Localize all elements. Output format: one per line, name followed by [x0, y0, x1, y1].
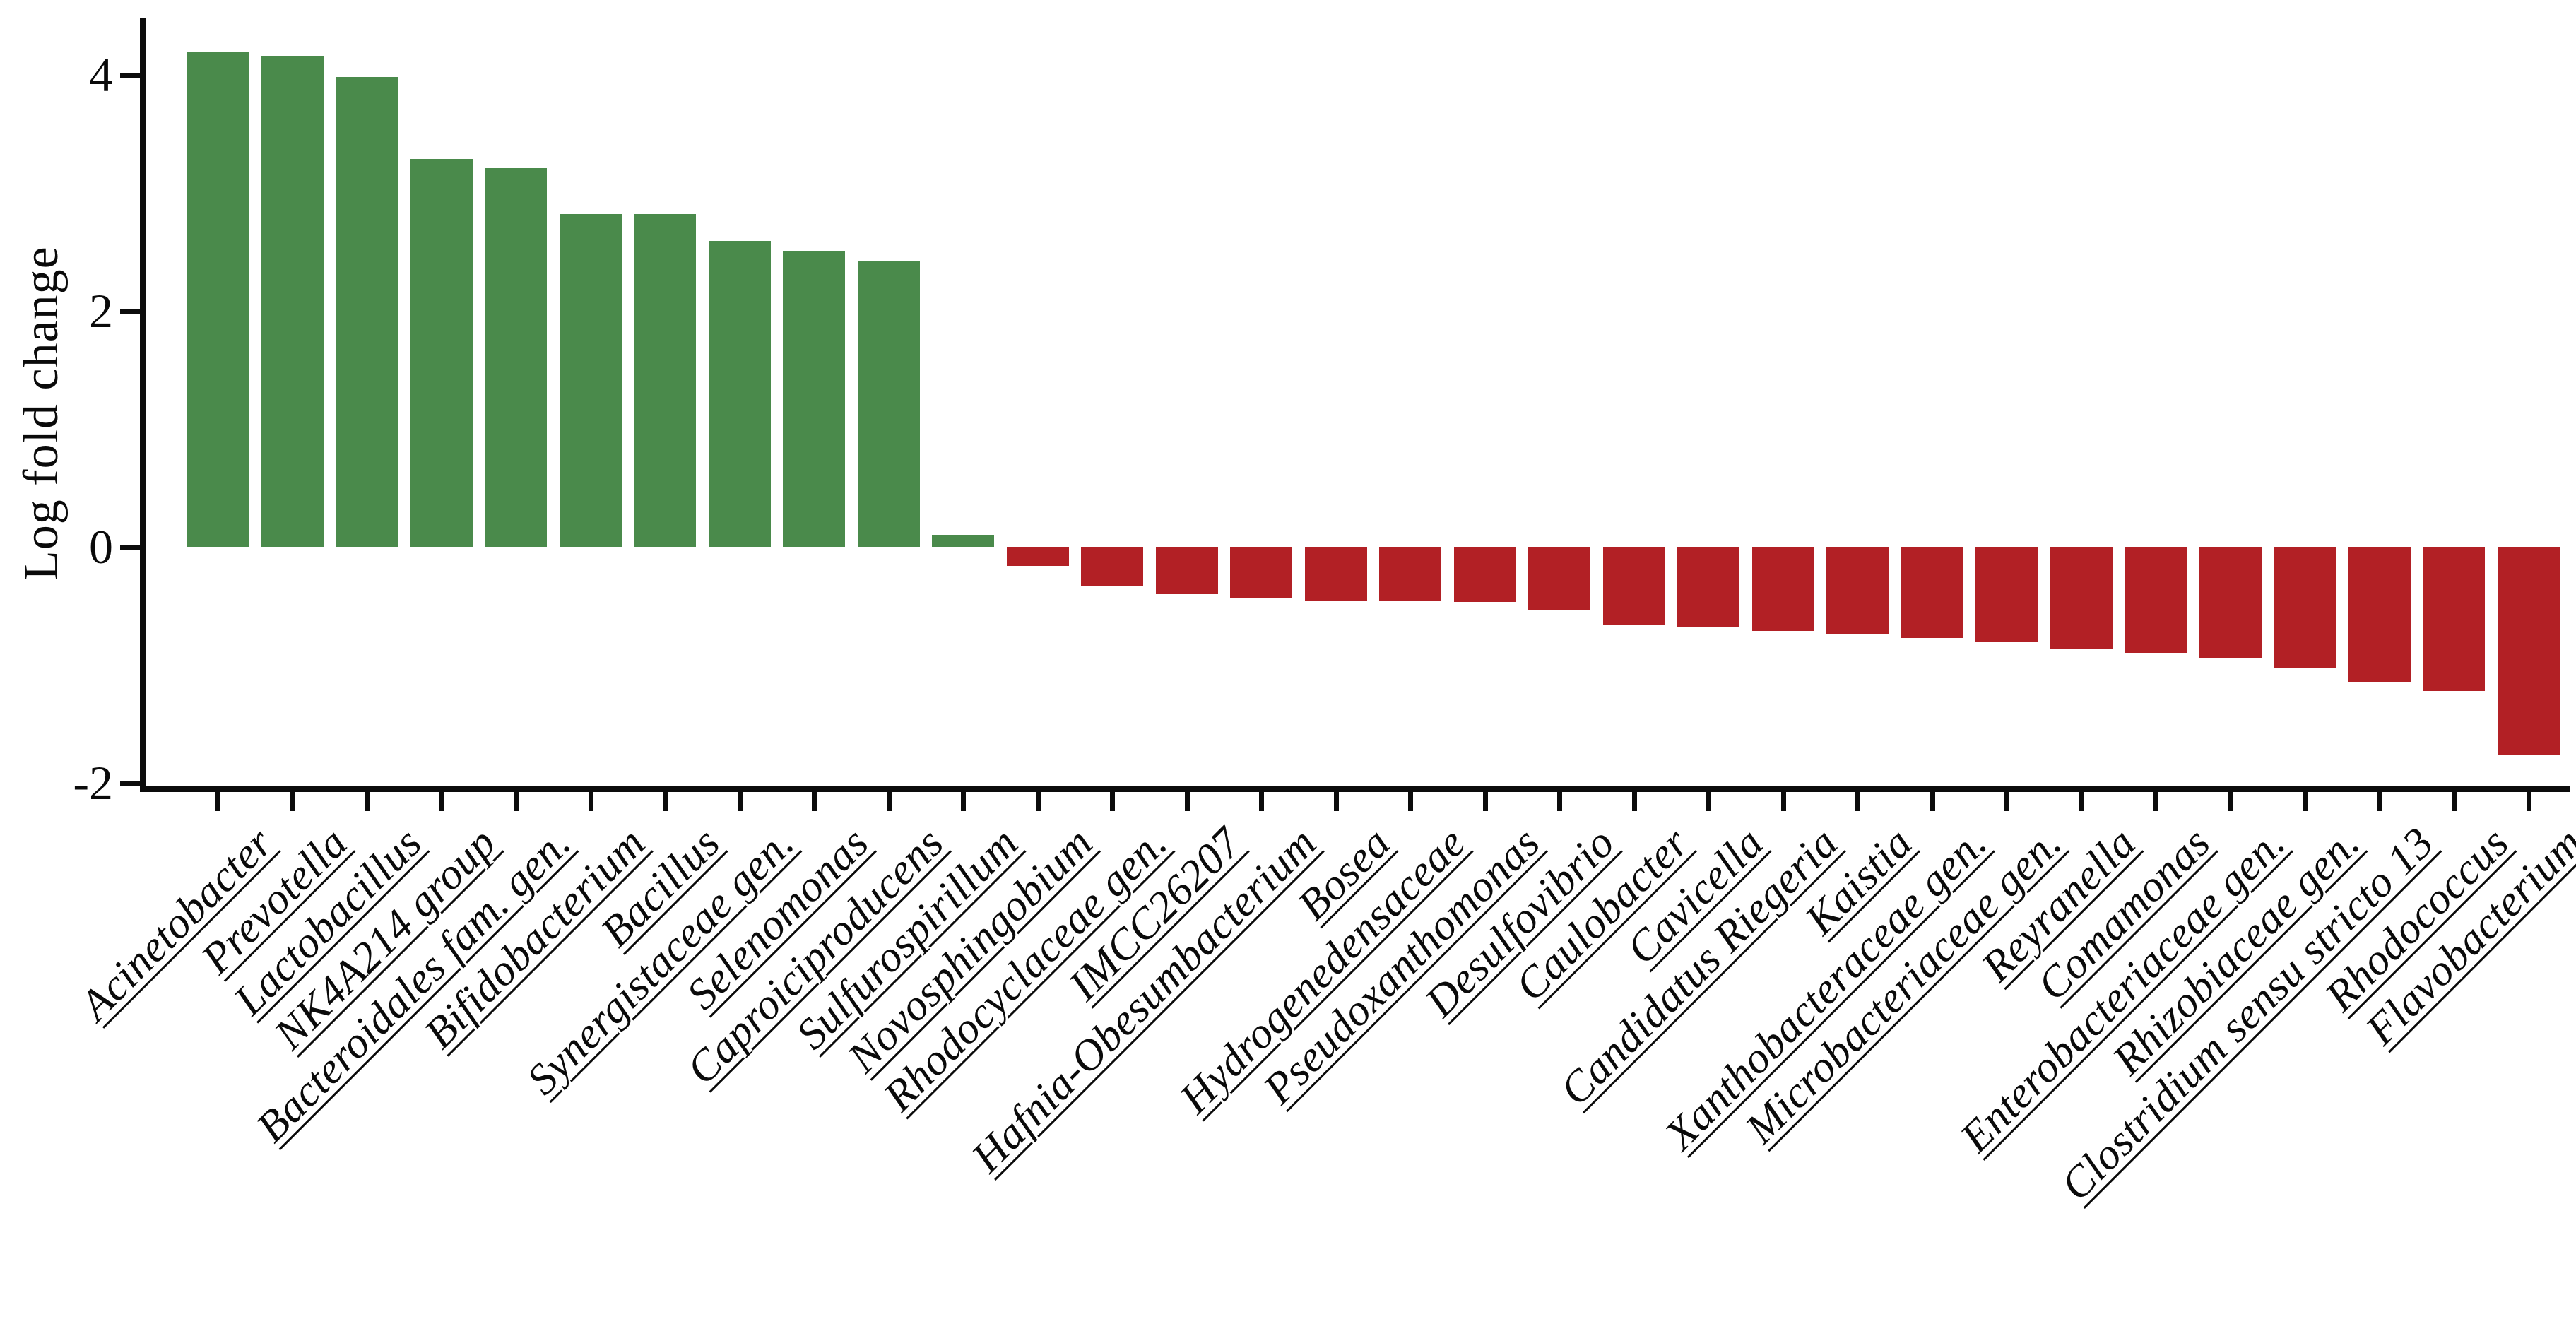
- x-tick: [514, 792, 519, 811]
- x-tick: [2526, 792, 2531, 811]
- x-tick: [2303, 792, 2308, 811]
- bar-candidatus-riegeria: [1751, 547, 1814, 631]
- bar-nk4a214-group: [410, 158, 473, 547]
- bar-sulfurospirillum: [932, 535, 994, 547]
- bar-caproiciproducens: [857, 261, 920, 547]
- bar-enterobacteriaceae-gen-: [2199, 547, 2262, 658]
- y-tick: [120, 309, 141, 314]
- y-tick: [120, 781, 141, 786]
- bar-desulfovibrio: [1528, 547, 1590, 611]
- bar-novosphingobium: [1006, 547, 1069, 566]
- bar-hydrogenedensaceae: [1379, 547, 1441, 601]
- y-axis-title: Log fold change: [14, 246, 69, 581]
- bar-bosea: [1304, 547, 1367, 601]
- bar-acinetobacter: [187, 52, 249, 547]
- x-tick: [439, 792, 444, 811]
- x-tick: [2228, 792, 2233, 811]
- x-tick: [1184, 792, 1190, 811]
- x-axis-line: [140, 786, 2570, 792]
- x-tick: [588, 792, 593, 811]
- x-tick: [290, 792, 295, 811]
- x-tick: [1855, 792, 1860, 811]
- x-tick: [961, 792, 966, 811]
- bar-reyranella: [2050, 547, 2113, 649]
- bar-microbacteriaceae-gen-: [1975, 547, 2038, 643]
- x-tick: [365, 792, 370, 811]
- x-tick: [1930, 792, 1935, 811]
- bar-lactobacillus: [336, 77, 398, 547]
- bar-rhizobiaceae-gen-: [2274, 547, 2336, 668]
- bar-synergistaceae-gen-: [708, 241, 771, 547]
- x-tick: [1035, 792, 1041, 811]
- bar-bacteroidales-fam-gen-: [485, 167, 547, 547]
- x-tick: [215, 792, 220, 811]
- bar-rhodocyclaceae-gen-: [1081, 547, 1143, 586]
- bar-bifidobacterium: [559, 214, 622, 547]
- x-tick: [1557, 792, 1562, 811]
- y-tick-label: 4: [89, 47, 113, 102]
- bar-comamonas: [2125, 547, 2187, 654]
- x-tick: [1333, 792, 1339, 811]
- x-tick: [2452, 792, 2457, 811]
- y-tick-label: -2: [73, 755, 113, 810]
- x-tick: [2377, 792, 2382, 811]
- bar-clostridium-sensu-stricto-13: [2348, 547, 2411, 683]
- bar-hafnia-obesumbacterium: [1230, 547, 1292, 599]
- x-tick: [1780, 792, 1786, 811]
- x-tick: [2079, 792, 2084, 811]
- y-tick-label: 2: [89, 283, 113, 338]
- x-tick: [737, 792, 743, 811]
- bar-kaistia: [1826, 547, 1889, 634]
- bar-rhodococcus: [2423, 547, 2485, 691]
- bar-selenomonas: [783, 250, 845, 547]
- y-axis-line: [140, 18, 146, 792]
- x-tick: [1259, 792, 1264, 811]
- bar-prevotella: [261, 56, 324, 547]
- bar-pseudoxanthomonas: [1453, 547, 1516, 603]
- bar-bacillus: [634, 214, 696, 547]
- x-tick: [1706, 792, 1711, 811]
- y-tick: [120, 545, 141, 550]
- bar-flavobacterium: [2497, 547, 2560, 755]
- y-tick: [120, 73, 141, 78]
- x-tick: [2153, 792, 2158, 811]
- x-tick: [812, 792, 817, 811]
- x-tick: [1631, 792, 1637, 811]
- x-tick: [1408, 792, 1413, 811]
- y-tick-label: 0: [89, 519, 113, 574]
- x-tick: [2004, 792, 2009, 811]
- x-tick: [1482, 792, 1488, 811]
- bar-xanthobacteraceae-gen-: [1901, 547, 1963, 638]
- x-tick: [663, 792, 668, 811]
- x-tick: [886, 792, 892, 811]
- x-tick: [1110, 792, 1115, 811]
- bar-cavicella: [1677, 547, 1739, 627]
- bar-imcc26207: [1155, 547, 1218, 594]
- bar-caulobacter: [1602, 547, 1665, 625]
